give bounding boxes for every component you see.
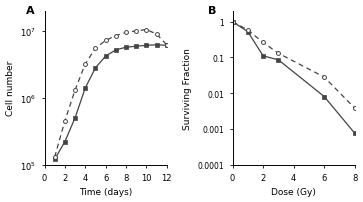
Text: B: B: [208, 6, 216, 16]
Y-axis label: Cell number: Cell number: [5, 61, 15, 116]
Y-axis label: Surviving Fraction: Surviving Fraction: [183, 47, 192, 129]
X-axis label: Dose (Gy): Dose (Gy): [271, 187, 316, 197]
X-axis label: Time (days): Time (days): [79, 187, 132, 197]
Text: A: A: [26, 6, 35, 16]
